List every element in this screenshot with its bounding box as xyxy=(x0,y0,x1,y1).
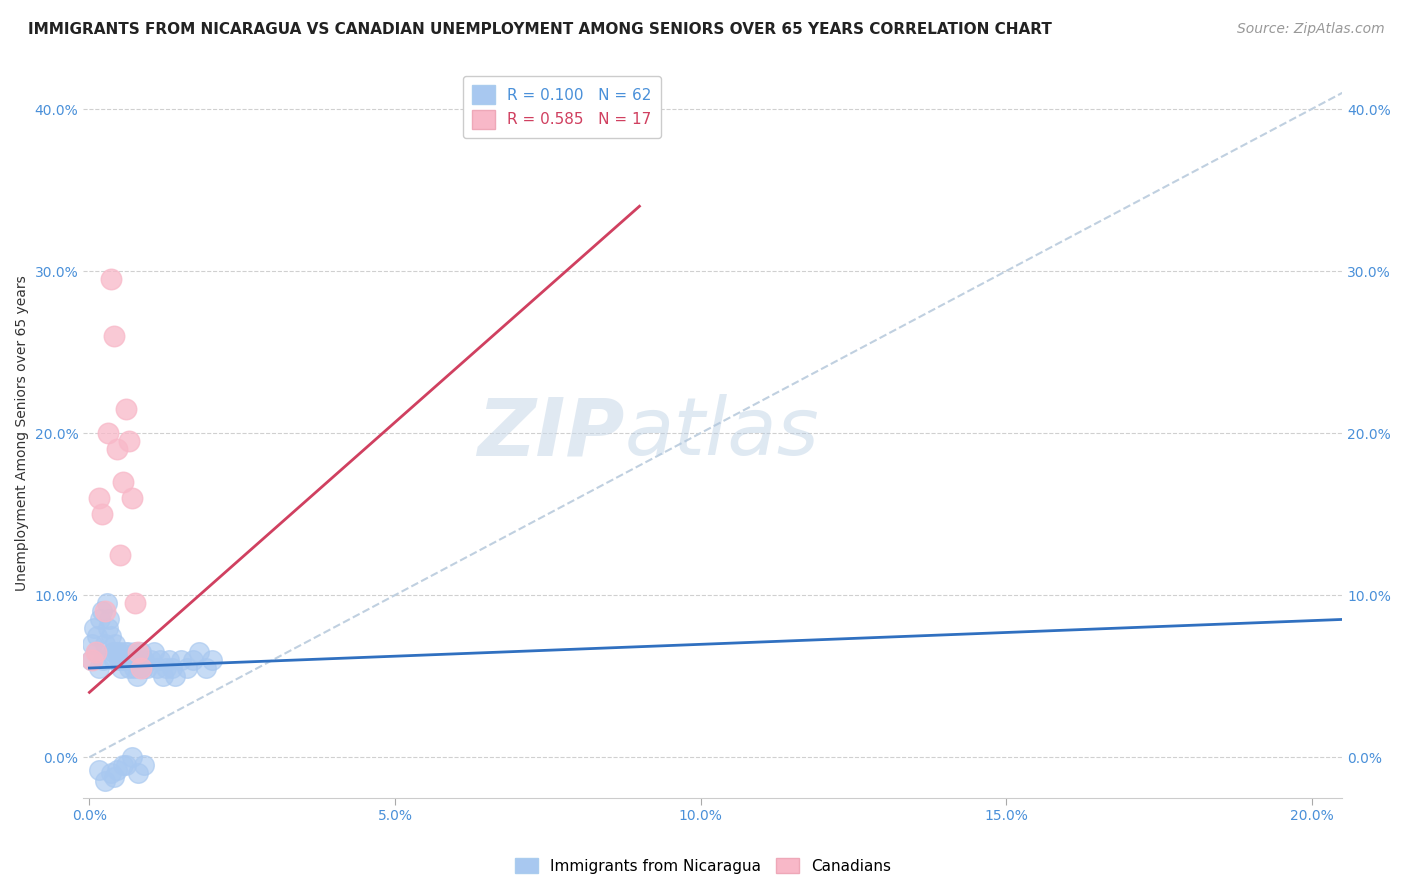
Point xyxy=(91,653,114,667)
Point xyxy=(86,629,108,643)
Point xyxy=(128,661,150,675)
Point xyxy=(118,661,141,675)
Point xyxy=(181,653,204,667)
Point xyxy=(93,604,115,618)
Point xyxy=(93,637,115,651)
Point xyxy=(121,653,143,667)
Point xyxy=(97,621,120,635)
Point xyxy=(121,491,143,505)
Point xyxy=(100,766,122,780)
Legend: Immigrants from Nicaragua, Canadians: Immigrants from Nicaragua, Canadians xyxy=(509,852,897,880)
Point xyxy=(114,645,136,659)
Point xyxy=(82,653,104,667)
Text: Source: ZipAtlas.com: Source: ZipAtlas.com xyxy=(1237,22,1385,37)
Text: atlas: atlas xyxy=(624,394,820,472)
Point xyxy=(104,637,127,651)
Point xyxy=(134,653,156,667)
Point xyxy=(97,426,120,441)
Point xyxy=(121,750,143,764)
Point xyxy=(105,442,128,457)
Point xyxy=(145,661,167,675)
Y-axis label: Unemployment Among Seniors over 65 years: Unemployment Among Seniors over 65 years xyxy=(15,276,30,591)
Point xyxy=(108,645,131,659)
Point xyxy=(124,645,146,659)
Point xyxy=(89,612,111,626)
Point xyxy=(160,661,183,675)
Point xyxy=(108,548,131,562)
Point xyxy=(155,661,177,675)
Point xyxy=(90,604,112,618)
Point xyxy=(96,596,118,610)
Point xyxy=(188,645,211,659)
Text: IMMIGRANTS FROM NICARAGUA VS CANADIAN UNEMPLOYMENT AMONG SENIORS OVER 65 YEARS C: IMMIGRANTS FROM NICARAGUA VS CANADIAN UN… xyxy=(28,22,1052,37)
Point xyxy=(201,653,224,667)
Point xyxy=(84,645,107,659)
Point xyxy=(115,758,138,772)
Point xyxy=(132,661,155,675)
Point xyxy=(163,669,186,683)
Legend: R = 0.100   N = 62, R = 0.585   N = 17: R = 0.100 N = 62, R = 0.585 N = 17 xyxy=(463,76,661,138)
Point xyxy=(122,661,145,675)
Point xyxy=(111,653,134,667)
Point xyxy=(84,645,107,659)
Point xyxy=(124,596,146,610)
Point xyxy=(194,661,217,675)
Point xyxy=(100,629,122,643)
Point xyxy=(149,653,172,667)
Point xyxy=(134,758,156,772)
Point xyxy=(90,507,112,521)
Point xyxy=(118,434,141,449)
Point xyxy=(111,758,134,772)
Point xyxy=(87,763,110,777)
Point xyxy=(125,669,148,683)
Point xyxy=(115,401,138,416)
Point xyxy=(82,637,104,651)
Point xyxy=(170,653,193,667)
Point xyxy=(107,653,129,667)
Point xyxy=(93,774,115,789)
Point xyxy=(127,645,149,659)
Point xyxy=(83,621,105,635)
Point xyxy=(117,645,139,659)
Point xyxy=(142,645,165,659)
Point xyxy=(103,770,125,784)
Point xyxy=(131,645,153,659)
Point xyxy=(103,653,125,667)
Point xyxy=(105,645,128,659)
Point xyxy=(136,661,159,675)
Point xyxy=(103,329,125,343)
Point xyxy=(139,653,162,667)
Point xyxy=(111,475,134,489)
Point xyxy=(115,653,138,667)
Point xyxy=(105,763,128,777)
Point xyxy=(87,491,110,505)
Point xyxy=(79,653,101,667)
Point xyxy=(97,612,120,626)
Point xyxy=(87,661,110,675)
Point xyxy=(101,645,124,659)
Point xyxy=(127,766,149,780)
Point xyxy=(131,661,153,675)
Point xyxy=(176,661,198,675)
Point xyxy=(157,653,180,667)
Text: ZIP: ZIP xyxy=(477,394,624,472)
Point xyxy=(127,653,149,667)
Point xyxy=(110,661,132,675)
Point xyxy=(152,669,174,683)
Point xyxy=(120,653,142,667)
Point xyxy=(100,272,122,286)
